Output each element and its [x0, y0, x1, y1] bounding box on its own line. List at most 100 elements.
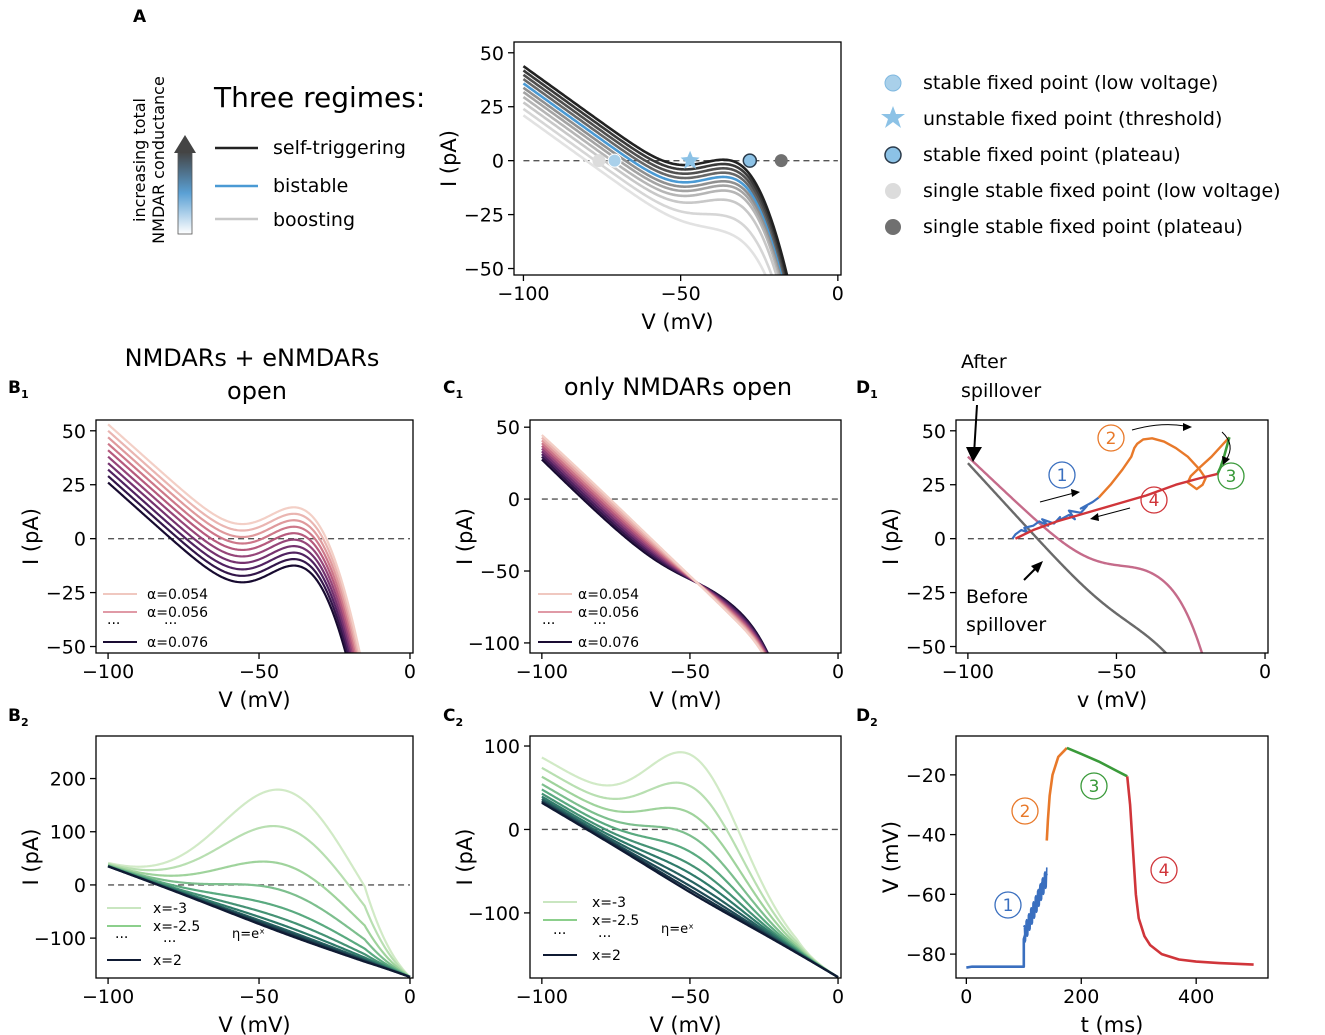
y-axis-label-D1: I (pA) [879, 508, 903, 565]
y-axis-label-C1: I (pA) [453, 508, 477, 565]
y-tick-label-D2: −20 [906, 765, 946, 787]
y-tick-label-D2: −40 [906, 825, 946, 847]
alpha-curve-B1 [107, 481, 347, 653]
stage-4-trajectory [1014, 472, 1218, 540]
flow-arrowhead-4 [1090, 513, 1099, 521]
y-tick-label-C2: −100 [468, 903, 520, 925]
flow-arrow-1 [1039, 492, 1075, 503]
panel-label-C1: C1 [443, 378, 463, 401]
y-axis-label-D2: V (mV) [879, 821, 903, 893]
x-axis-label-B1: V (mV) [218, 688, 290, 712]
y-tick-label-D2: −80 [906, 944, 946, 966]
regime-curve-A [522, 78, 786, 275]
alpha-curve-B1 [107, 455, 354, 653]
x-tick-label-A: 0 [832, 283, 844, 305]
chart-C2: −100 −50 0 −100 0 100 V (mV) I (pA) [453, 735, 844, 1035]
stage-2-label-D2: 2 [1020, 802, 1031, 822]
alpha-curve-B1 [107, 442, 357, 653]
legend-dots-C1-a: ··· [542, 616, 555, 632]
regime-label-boosting: boosting [273, 209, 355, 231]
y-tick-label-B1: −25 [46, 583, 86, 605]
flow-arrow-4 [1095, 507, 1131, 518]
legend-text-B1-first: α=0.054 [147, 587, 208, 603]
chart-B2: −100 −50 0 −100 0 100 200 V (mV) I (pA) [19, 735, 416, 1035]
y-tick-label-B2: −100 [34, 928, 86, 950]
eta-curve-B2 [107, 788, 411, 978]
legend-text-B2-last: x=2 [153, 953, 182, 969]
regime-curve-A [522, 95, 781, 275]
legend-label-single-low: single stable fixed point (low voltage) [923, 180, 1281, 202]
stage-1-label-D2: 1 [1003, 896, 1014, 916]
stage-4-circle-D2 [1150, 856, 1178, 884]
annotations-D1: After spillover Before spillover 1 2 3 4 [961, 351, 1245, 636]
eta-curve-B2 [107, 865, 411, 978]
fixed-point-stable-low [607, 153, 622, 168]
x-tick-label-C1: −100 [516, 661, 568, 683]
stage-1-label-D1: 1 [1057, 466, 1068, 486]
voltage-trace-stage-1 [966, 872, 1048, 969]
x-tick-label-B2: −50 [239, 986, 279, 1008]
x-tick-label-B1: −50 [239, 661, 279, 683]
axes-frame-D1 [955, 419, 1269, 654]
regime-curve-A [522, 114, 767, 275]
x-tick-label-B2: 0 [404, 986, 416, 1008]
panel-label-D2: D2 [856, 706, 878, 729]
alpha-curve-C1 [541, 434, 764, 653]
regime-curve-A [522, 73, 787, 275]
legend-text-C2-last: x=2 [592, 948, 621, 964]
regime-curve-A [522, 82, 784, 275]
legend-text-C1-second: α=0.056 [578, 605, 639, 621]
stage-2-circle-D1 [1097, 424, 1125, 452]
x-tick-label-B2: −100 [82, 986, 134, 1008]
axes-frame-D2 [955, 735, 1269, 979]
y-tick-label-A: 0 [492, 151, 504, 173]
title-C1: only NMDARs open [564, 373, 792, 401]
legend-B1: α=0.054 α=0.056 ··· ··· α=0.076 [103, 587, 208, 651]
stage-2-trajectory [1097, 436, 1231, 499]
alpha-curve-B1 [107, 468, 351, 653]
legend-C1: α=0.054 α=0.056 ··· ··· α=0.076 [538, 587, 639, 651]
y-tick-label-C1: 0 [508, 489, 520, 511]
legend-B2: x=-3 x=-2.5 ··· ··· η=eˣ x=2 [107, 901, 265, 969]
x-axis-label-C2: V (mV) [649, 1013, 721, 1035]
y-axis-label-C2: I (pA) [453, 829, 477, 886]
fixed-point-stable-plateau [742, 153, 758, 168]
x-axis-label-A: V (mV) [641, 310, 713, 334]
stage-4-label-D1: 4 [1149, 491, 1160, 511]
x-axis-label-D2: t (ms) [1081, 1013, 1144, 1035]
y-tick-label-B1: 25 [62, 475, 86, 497]
legend-text-C2-second: x=-2.5 [592, 913, 639, 929]
fixed-point-unstable [680, 150, 700, 169]
panel-label-B1: B1 [8, 378, 29, 401]
axes-frame-B1 [95, 419, 414, 654]
plot-area-B1 [107, 423, 410, 653]
flow-arrow-3 [1221, 431, 1231, 461]
alpha-curve-B1 [107, 449, 356, 653]
alpha-curve-B1 [107, 462, 352, 653]
before-spillover-line1: Before [966, 586, 1028, 608]
x-tick-label-D2: 0 [960, 986, 972, 1008]
axes-frame-C2 [529, 735, 842, 979]
regime-curve-A [522, 101, 778, 275]
eta-label-C2: η=eˣ [661, 922, 694, 937]
x-tick-label-B1: 0 [404, 661, 416, 683]
x-axis-label-D1: v (mV) [1077, 688, 1147, 712]
after-spillover-line1: After [961, 351, 1007, 373]
x-tick-label-B1: −100 [82, 661, 134, 683]
y-tick-label-D1: −25 [906, 583, 946, 605]
stage-3-circle-D1 [1217, 462, 1245, 490]
legend-dots-C2-a: ··· [553, 926, 566, 942]
y-tick-label-D1: 0 [934, 529, 946, 551]
stage-3-label-D2: 3 [1089, 777, 1100, 797]
y-tick-label-D1: 50 [922, 421, 946, 443]
fixed-point-legend: stable fixed point (low voltage) unstabl… [881, 72, 1281, 238]
legend-dots-B1-b: ··· [164, 616, 177, 632]
stage-2-label-D1: 2 [1106, 429, 1117, 449]
flow-arrow-2 [1131, 424, 1186, 431]
alpha-curve-B1 [107, 436, 359, 653]
legend-dots-C1-b: ··· [593, 616, 606, 632]
eta-label-B2: η=eˣ [232, 927, 265, 942]
eta-curve-C2 [541, 766, 839, 978]
